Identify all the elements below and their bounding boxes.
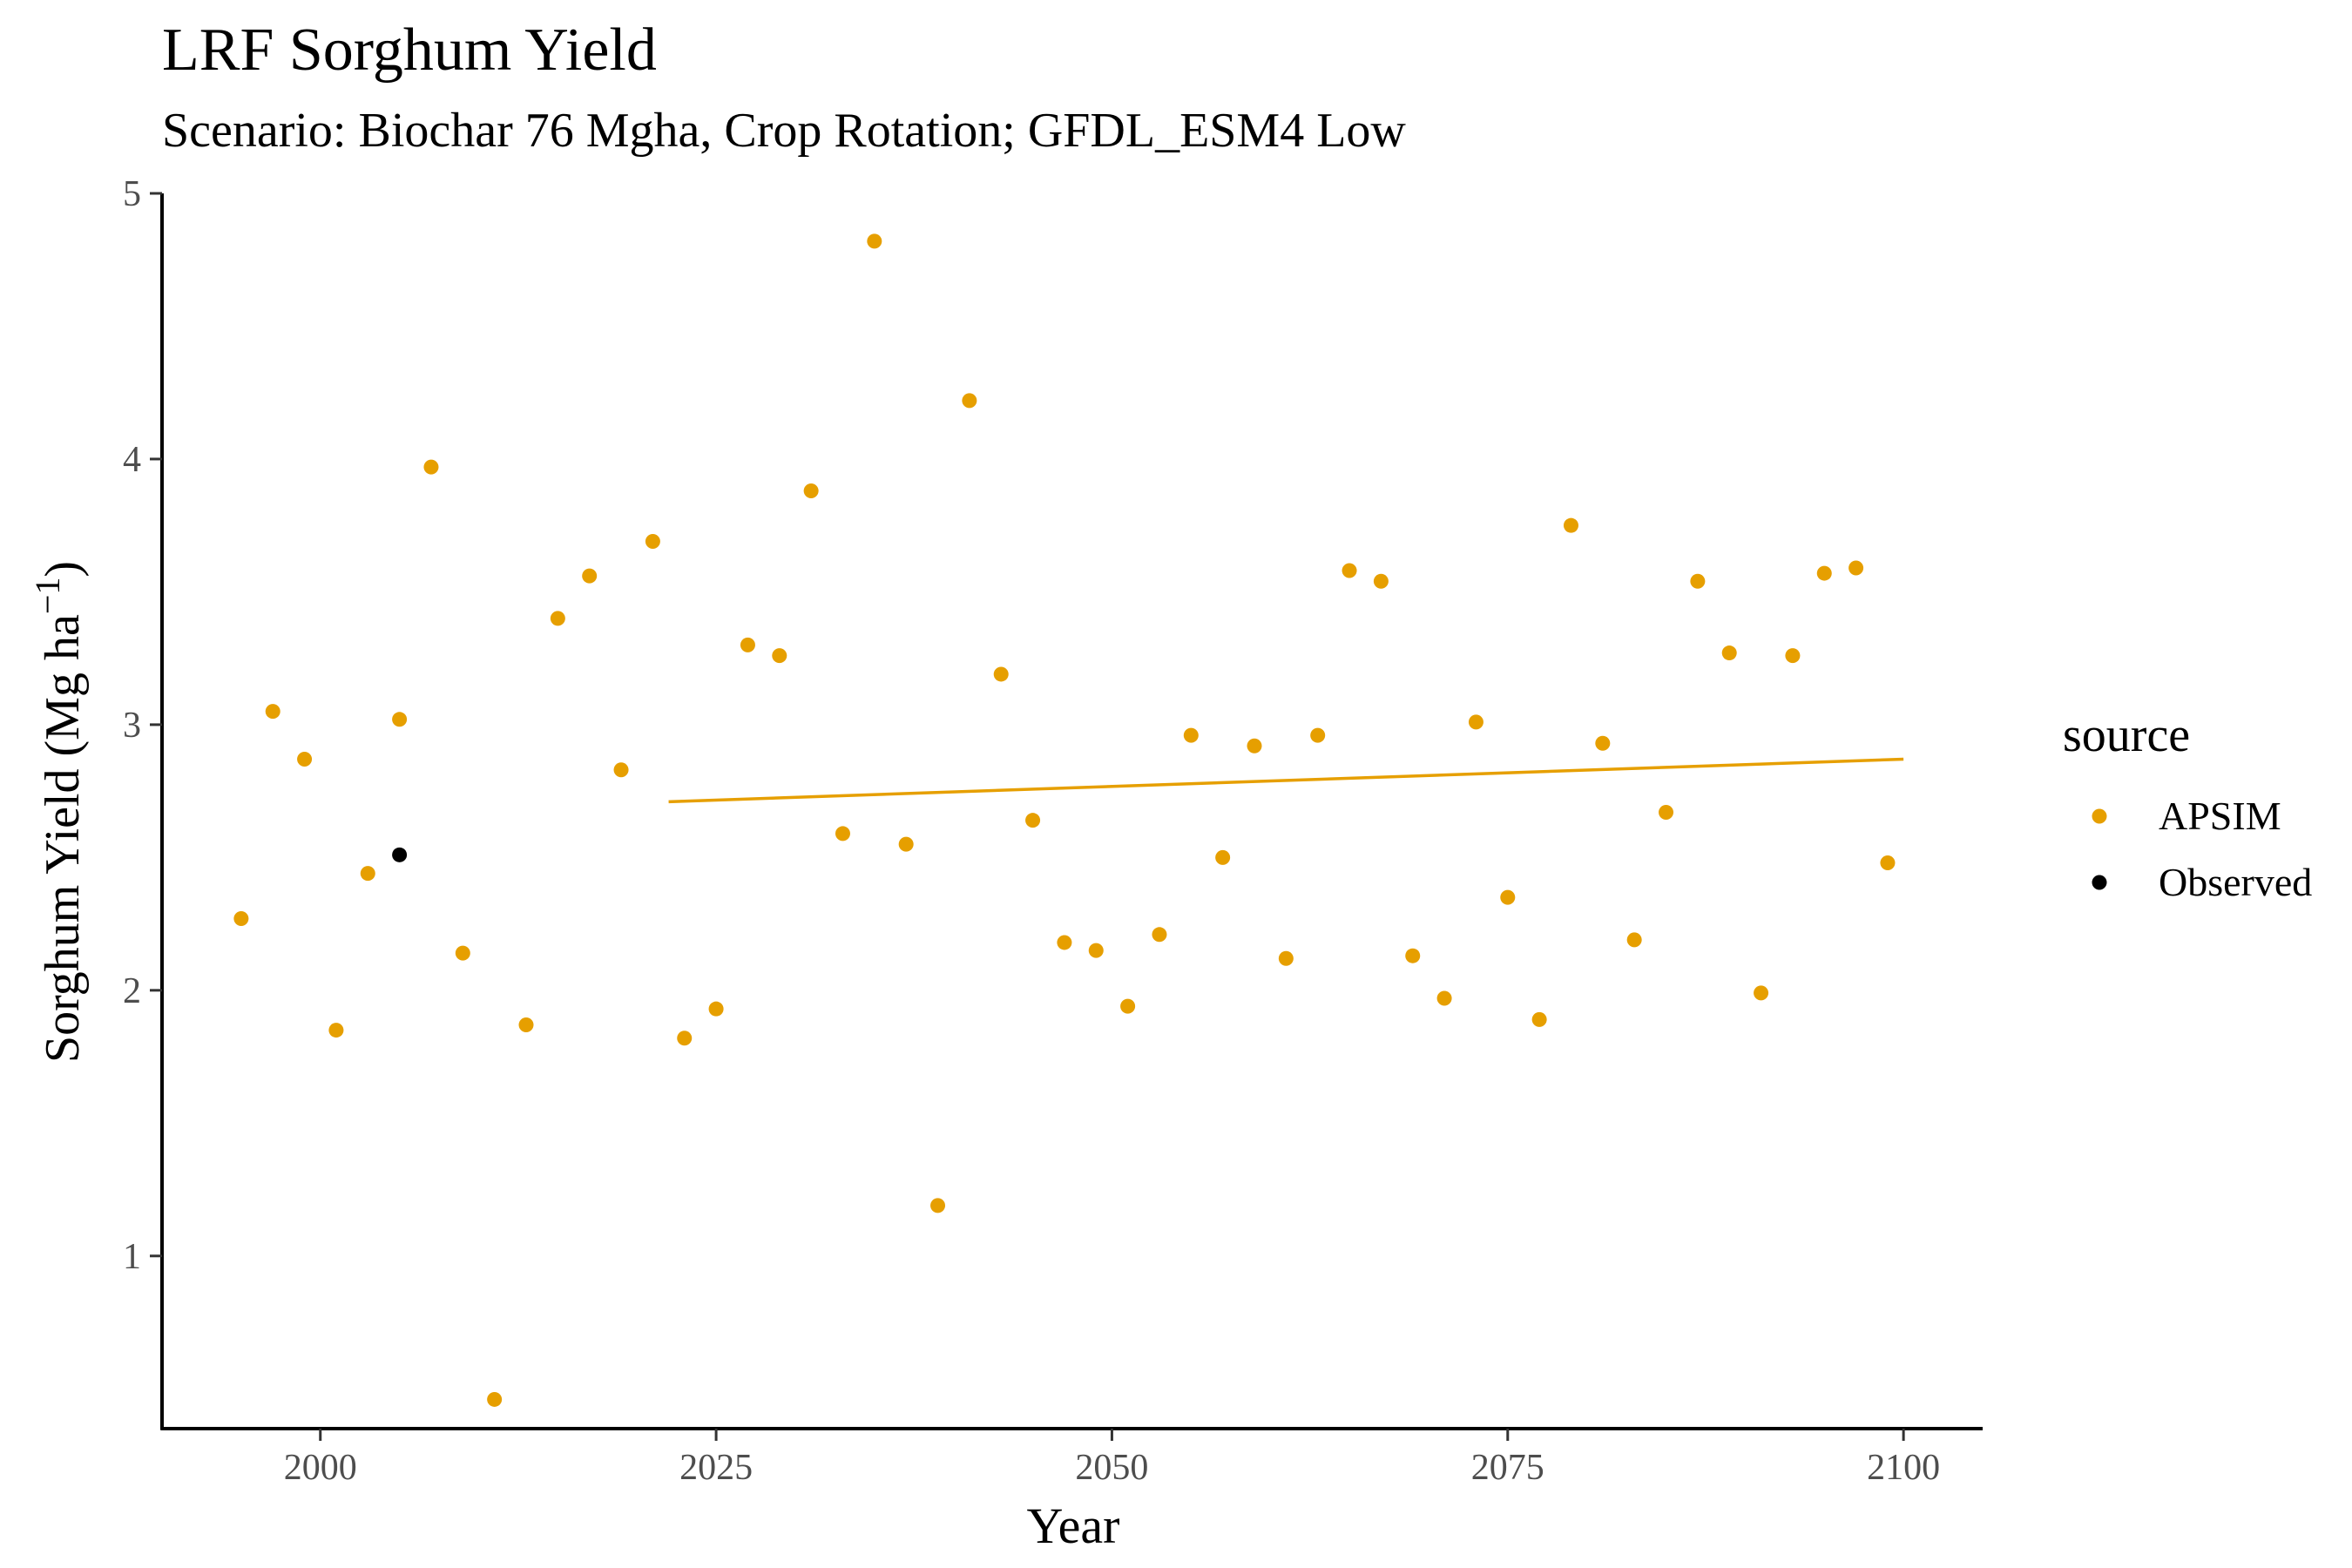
x-tick-label: 2000 bbox=[284, 1448, 357, 1488]
data-point-apsim bbox=[1310, 727, 1326, 743]
data-point-apsim bbox=[1690, 573, 1706, 589]
chart-title: LRF Sorghum Yield bbox=[162, 17, 657, 84]
plot-area: 1 2 3 4 5 2000 2025 2050 2075 2100 bbox=[123, 174, 1983, 1488]
data-point-apsim bbox=[740, 637, 755, 652]
data-point-apsim bbox=[1278, 950, 1294, 966]
data-point-apsim bbox=[392, 712, 408, 727]
data-point-apsim bbox=[1785, 648, 1801, 664]
chart-subtitle: Scenario: Biochar 76 Mgha, Crop Rotation… bbox=[162, 104, 1406, 158]
y-tick-label: 2 bbox=[123, 971, 141, 1011]
data-point-apsim bbox=[1405, 948, 1421, 963]
data-point-apsim bbox=[1531, 1011, 1547, 1027]
y-tick-label: 5 bbox=[123, 174, 141, 214]
legend-title: source bbox=[2063, 708, 2190, 762]
data-point-apsim bbox=[867, 233, 882, 249]
data-point-apsim bbox=[835, 826, 850, 841]
data-point-apsim bbox=[708, 1001, 724, 1017]
data-point-apsim bbox=[1468, 714, 1484, 730]
data-point-apsim bbox=[1659, 805, 1674, 821]
data-point-apsim bbox=[898, 836, 914, 852]
legend-key-observed bbox=[2092, 875, 2107, 890]
data-point-apsim bbox=[613, 762, 629, 778]
trend-line-apsim bbox=[668, 757, 1904, 804]
data-point-apsim bbox=[1595, 735, 1611, 751]
x-tick-label: 2025 bbox=[679, 1448, 753, 1488]
data-point-apsim bbox=[1880, 855, 1896, 870]
data-point-apsim bbox=[518, 1017, 534, 1032]
data-point-observed bbox=[392, 847, 408, 862]
data-point-apsim bbox=[1721, 645, 1737, 661]
data-point-apsim bbox=[1500, 889, 1516, 905]
data-point-apsim bbox=[1816, 565, 1832, 581]
data-point-apsim bbox=[803, 483, 819, 499]
y-axis-label-close: ) bbox=[36, 561, 90, 578]
y-tick-label: 3 bbox=[123, 706, 141, 746]
data-point-apsim bbox=[962, 393, 977, 409]
data-point-apsim bbox=[1152, 927, 1167, 943]
data-point-apsim bbox=[1025, 813, 1041, 828]
data-point-apsim bbox=[677, 1031, 693, 1046]
x-tick-label: 2050 bbox=[1075, 1448, 1148, 1488]
y-tick-label: 4 bbox=[123, 440, 141, 480]
data-point-apsim bbox=[1120, 998, 1136, 1014]
y-axis-label: Sorghum Yield (Mg ha−1) bbox=[28, 561, 90, 1063]
data-point-apsim bbox=[265, 704, 280, 720]
data-point-apsim bbox=[423, 459, 439, 475]
data-point-apsim bbox=[993, 666, 1009, 682]
data-point-apsim bbox=[1754, 985, 1769, 1001]
data-point-apsim bbox=[772, 648, 787, 664]
y-axis-label-main: Sorghum Yield (Mg ha bbox=[36, 614, 90, 1063]
data-point-apsim bbox=[1373, 573, 1389, 589]
data-point-apsim bbox=[550, 611, 565, 626]
data-point-apsim bbox=[1436, 990, 1452, 1006]
data-point-apsim bbox=[1215, 849, 1231, 865]
data-point-apsim bbox=[1247, 738, 1262, 754]
data-point-apsim bbox=[487, 1391, 503, 1407]
data-point-apsim bbox=[1088, 943, 1104, 958]
x-tick-label: 2100 bbox=[1867, 1448, 1940, 1488]
legend-label-apsim: APSIM bbox=[2159, 794, 2281, 838]
data-point-apsim bbox=[582, 568, 598, 584]
data-point-apsim bbox=[233, 911, 249, 927]
y-tick-label: 1 bbox=[123, 1237, 141, 1277]
data-point-apsim bbox=[1057, 935, 1072, 950]
data-point-apsim bbox=[328, 1023, 344, 1038]
data-point-apsim bbox=[297, 752, 313, 767]
data-point-apsim bbox=[1183, 727, 1199, 743]
data-point-apsim bbox=[455, 945, 470, 961]
data-point-apsim bbox=[1563, 517, 1578, 533]
data-point-apsim bbox=[360, 866, 375, 882]
y-axis-label-superscript: −1 bbox=[28, 578, 67, 615]
data-point-apsim bbox=[1342, 563, 1357, 578]
legend-key-apsim bbox=[2092, 808, 2107, 824]
legend-label-observed: Observed bbox=[2159, 860, 2312, 904]
data-point-apsim bbox=[1848, 560, 1864, 576]
data-point-apsim bbox=[1626, 932, 1642, 948]
data-point-apsim bbox=[930, 1198, 946, 1213]
x-tick-label: 2075 bbox=[1471, 1448, 1544, 1488]
data-point-apsim bbox=[645, 533, 660, 549]
x-axis-label: Year bbox=[1027, 1497, 1120, 1554]
